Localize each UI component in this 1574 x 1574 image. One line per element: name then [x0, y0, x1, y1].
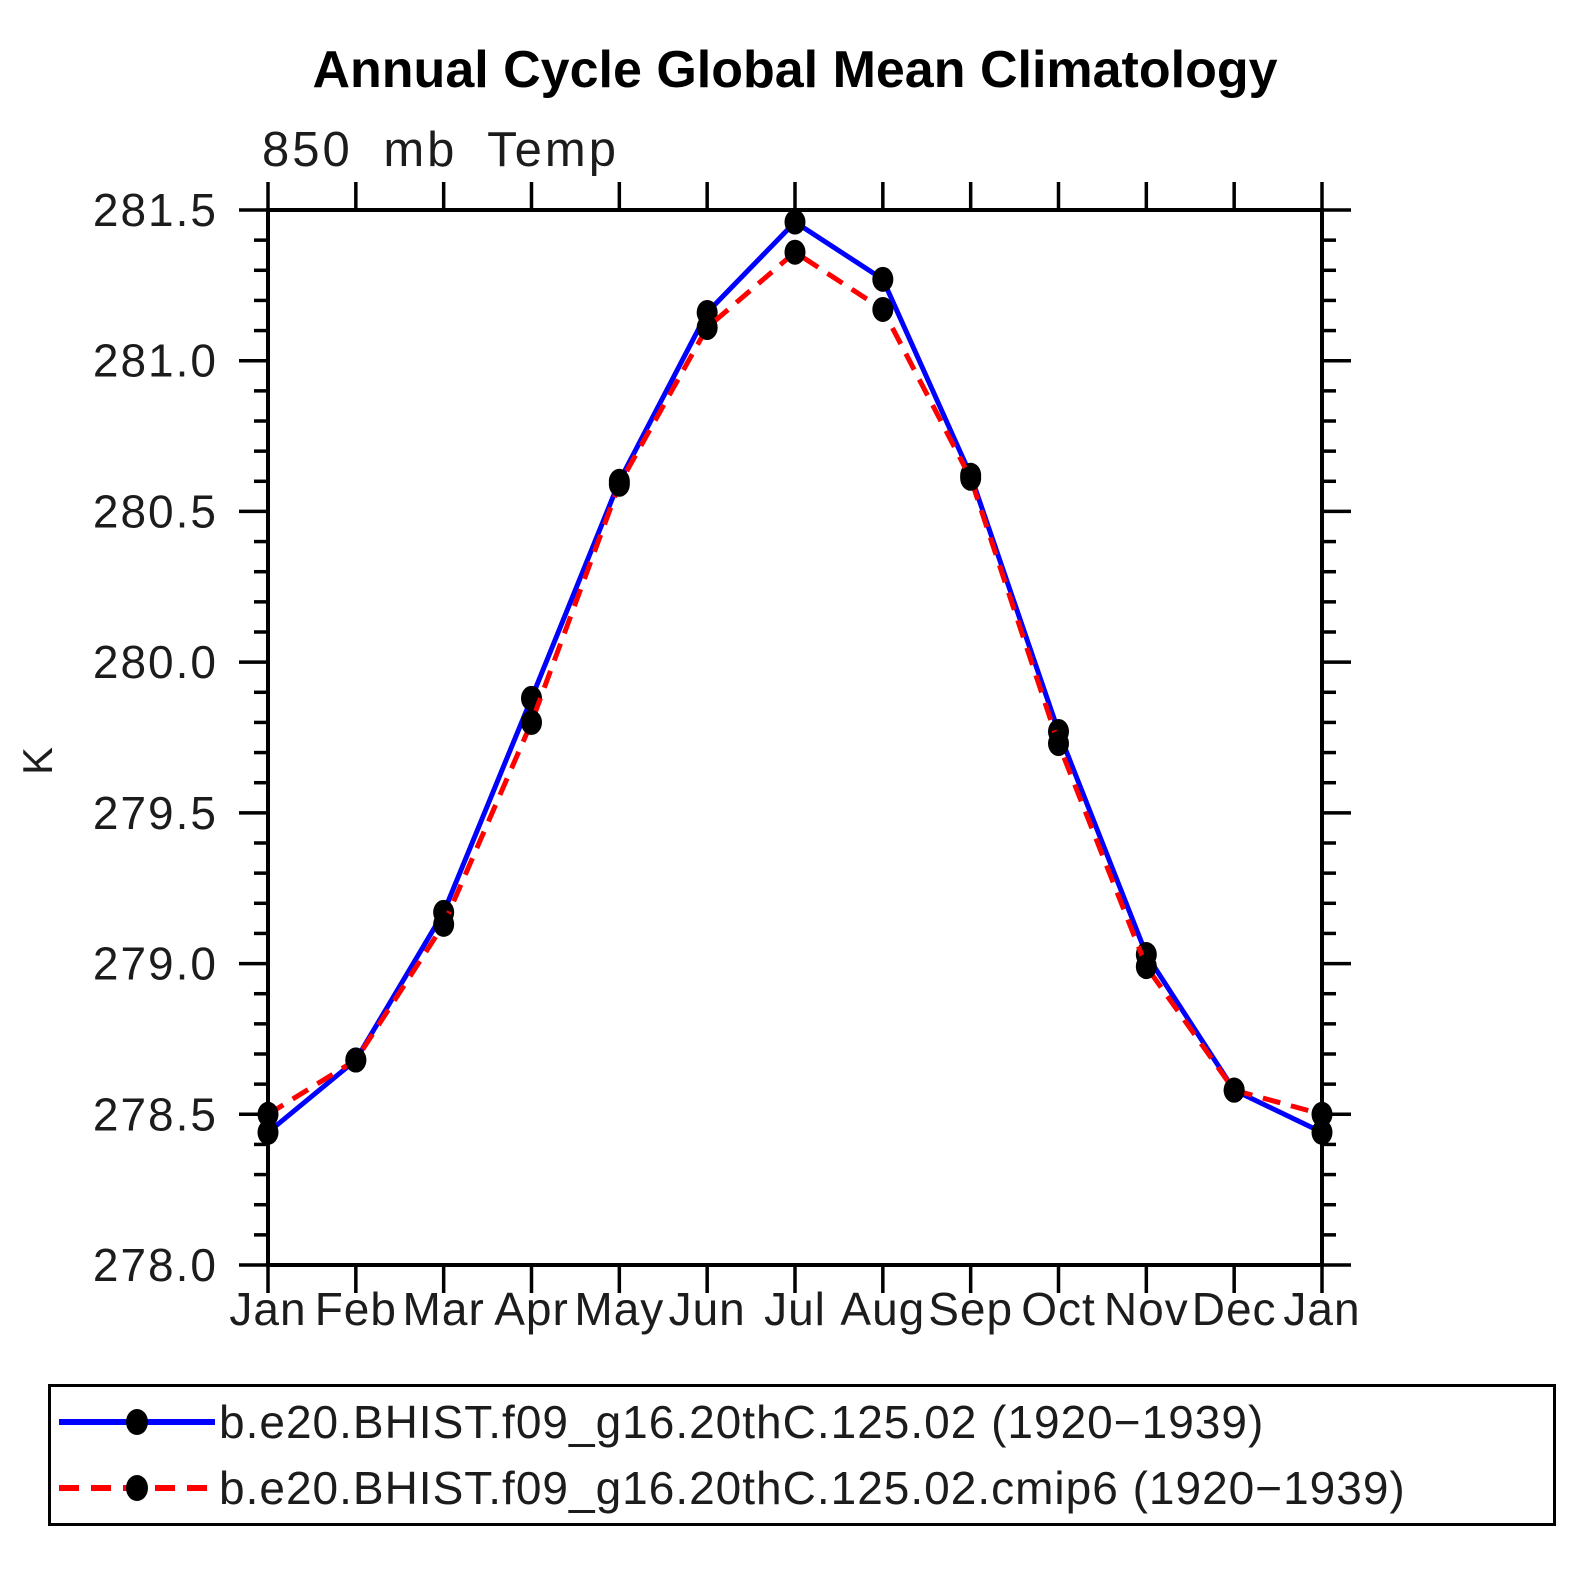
plot-area: 278.0 278.5 279.0 279.5 280.0 280.5 281.0 281.5…: [93, 182, 1360, 1335]
x-tick-label: Oct: [1021, 1283, 1096, 1335]
x-tick-label: Feb: [315, 1283, 397, 1335]
x-tick-label: May: [574, 1283, 664, 1335]
x-tick-label: Dec: [1192, 1283, 1277, 1335]
y-tick-label: 281.0: [93, 335, 218, 387]
y-tick-label: 281.5: [93, 184, 218, 236]
y-tick-label: 280.5: [93, 485, 218, 537]
data-point-marker: [257, 1101, 279, 1127]
data-point-marker: [345, 1047, 367, 1073]
x-tick-label: Jan: [1283, 1283, 1360, 1335]
y-tick-label: 278.5: [93, 1088, 218, 1140]
y-tick-label: 278.0: [93, 1239, 218, 1291]
legend-item-series-1: b.e20.BHIST.f09_g16.20thC.125.02.cmip6 (…: [51, 1462, 1553, 1514]
data-point-marker: [608, 471, 630, 497]
x-tick-label: Nov: [1104, 1283, 1189, 1335]
x-tick-label: Aug: [840, 1283, 925, 1335]
chart-subtitle: 850 mb Temp: [262, 123, 619, 177]
data-point-marker: [1048, 731, 1069, 757]
x-tick-label: Jun: [669, 1283, 746, 1335]
x-tick-label: Sep: [928, 1283, 1013, 1335]
legend-dashed-line-icon: [59, 1475, 215, 1501]
data-point-marker: [433, 911, 455, 937]
y-tick-label: 279.5: [93, 787, 218, 839]
x-tick-label: Jul: [764, 1283, 826, 1335]
x-tick-label: Apr: [494, 1283, 569, 1335]
y-tick-label: 279.0: [93, 938, 218, 990]
data-point-marker: [1311, 1119, 1333, 1145]
x-tick-label: Jan: [229, 1283, 306, 1335]
data-point-marker: [784, 239, 806, 265]
data-point-marker: [872, 296, 894, 322]
series-line-0: [266, 218, 1324, 1135]
data-point-marker: [960, 465, 982, 491]
x-tick-label: Mar: [403, 1283, 485, 1335]
legend-solid-line-icon: [59, 1409, 215, 1435]
chart-title: Annual Cycle Global Mean Climatology: [312, 41, 1278, 99]
data-point-marker: [1223, 1077, 1245, 1103]
legend-label-series-1: b.e20.BHIST.f09_g16.20thC.125.02.cmip6 (…: [219, 1462, 1406, 1514]
data-point-marker: [784, 209, 806, 235]
legend-label-series-0: b.e20.BHIST.f09_g16.20thC.125.02 (1920−1…: [219, 1396, 1265, 1448]
legend-item-series-0: b.e20.BHIST.f09_g16.20thC.125.02 (1920−1…: [51, 1396, 1553, 1448]
data-point-marker: [521, 709, 542, 735]
data-point-marker: [257, 1119, 279, 1145]
data-point-marker: [872, 266, 894, 292]
data-point-marker: [1311, 1101, 1333, 1127]
y-tick-label: 280.0: [93, 636, 218, 688]
plot-frame: [266, 208, 1324, 1267]
data-point-marker: [696, 315, 718, 341]
legend-box: b.e20.BHIST.f09_g16.20thC.125.02 (1920−1…: [48, 1384, 1556, 1526]
data-point-marker: [1135, 954, 1157, 980]
